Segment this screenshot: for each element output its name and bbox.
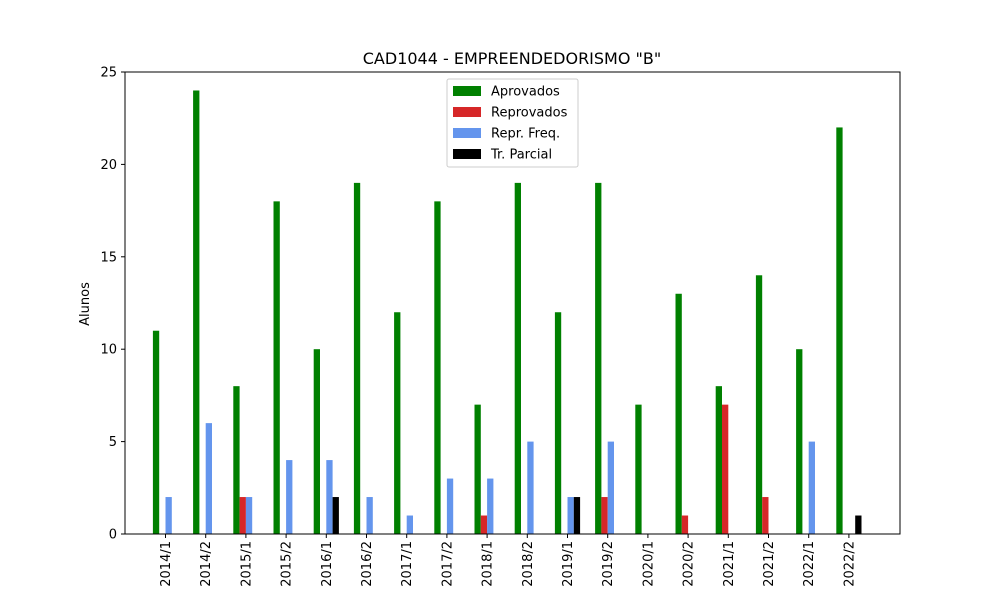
bar-reprovados-2018-1 [480, 515, 488, 534]
x-tick-label: 2020/2 [682, 541, 697, 587]
legend-swatch [453, 149, 481, 159]
legend-label: Reprovados [491, 106, 568, 121]
chart-title: CAD1044 - EMPREENDEDORISMO "B" [363, 49, 661, 68]
y-tick-label: 20 [100, 158, 117, 173]
bar-reprovados-2019-2 [601, 497, 608, 534]
legend-swatch [453, 86, 481, 96]
bar-aprovados-2021-2 [755, 275, 763, 534]
bar-aprovados-2015-2 [273, 201, 280, 535]
x-tick-label: 2022/2 [842, 541, 857, 587]
bar-aprovados-2021-1 [715, 386, 722, 534]
bar-reprovados-2021-2 [762, 497, 769, 534]
x-tick-label: 2017/2 [440, 541, 455, 587]
x-tick-label: 2015/1 [239, 541, 254, 587]
bar-repr-freq--2015-2 [286, 460, 293, 534]
x-tick-label: 2019/1 [561, 541, 576, 587]
bar-repr-freq--2018-1 [487, 478, 494, 534]
bar-aprovados-2014-1 [152, 330, 160, 534]
plot-frame [124, 71, 901, 535]
y-axis: 0 5 10 15 20 25 [100, 66, 125, 543]
bar-tr-parcial-2019-1 [573, 497, 581, 534]
bar-aprovados-2017-2 [434, 201, 441, 535]
bars-group [152, 90, 862, 535]
bar-aprovados-2016-1 [313, 349, 320, 534]
y-tick-label: 0 [109, 528, 117, 543]
legend-box [446, 78, 579, 168]
y-tick-label: 10 [100, 343, 117, 358]
bar-repr-freq--2016-2 [366, 497, 373, 534]
bar-aprovados-2019-2 [595, 182, 602, 534]
bar-reprovados-2021-1 [722, 404, 729, 534]
legend: Aprovados Reprovados Repr. Freq. Tr. Parcia… [446, 78, 579, 168]
bar-repr-freq--2015-1 [245, 497, 253, 534]
y-tick-label: 15 [100, 250, 117, 265]
bar-aprovados-2018-1 [474, 404, 481, 534]
x-tick-label: 2022/1 [802, 541, 817, 587]
bar-repr-freq--2018-2 [527, 441, 534, 534]
bar-tr-parcial-2022-2 [855, 515, 862, 534]
x-tick-label: 2015/2 [280, 541, 295, 587]
bar-aprovados-2014-2 [193, 90, 200, 534]
y-tick-label: 5 [109, 435, 117, 450]
legend-label: Tr. Parcial [490, 148, 552, 163]
bar-repr-freq--2017-2 [446, 478, 454, 534]
bar-reprovados-2020-2 [681, 515, 689, 534]
bar-repr-freq--2014-2 [205, 423, 212, 534]
bar-aprovados-2020-1 [635, 404, 642, 534]
x-tick-label: 2018/2 [521, 541, 536, 587]
x-tick-label: 2021/2 [762, 541, 777, 587]
bar-repr-freq--2019-1 [567, 497, 574, 534]
bar-aprovados-2017-1 [394, 312, 401, 534]
bar-tr-parcial-2016-1 [332, 497, 339, 534]
bar-aprovados-2018-2 [514, 182, 521, 534]
bar-aprovados-2019-1 [554, 312, 562, 534]
legend-label: Aprovados [491, 85, 560, 100]
bar-repr-freq--2016-1 [326, 460, 333, 534]
bar-aprovados-2015-1 [233, 386, 240, 534]
y-axis-label: Alunos [78, 282, 93, 326]
x-tick-label: 2014/1 [159, 541, 174, 587]
x-axis: 2014/1 2014/2 2015/1 2015/2 2016/1 2016/2 2017… [159, 534, 857, 587]
x-tick-label: 2014/2 [199, 541, 214, 587]
x-tick-label: 2021/1 [722, 541, 737, 587]
bar-repr-freq--2019-2 [607, 441, 614, 534]
bar-aprovados-2022-2 [836, 127, 843, 534]
x-tick-label: 2020/1 [641, 541, 656, 587]
x-tick-label: 2017/1 [400, 541, 415, 587]
bar-repr-freq--2014-1 [165, 497, 172, 534]
bar-reprovados-2015-1 [239, 497, 246, 534]
bar-aprovados-2016-2 [353, 182, 361, 534]
x-tick-label: 2016/1 [320, 541, 335, 587]
bar-aprovados-2020-2 [675, 293, 682, 534]
bar-repr-freq--2022-1 [808, 441, 815, 534]
x-tick-label: 2018/1 [481, 541, 496, 587]
legend-swatch [453, 107, 481, 117]
x-tick-label: 2019/2 [601, 541, 616, 587]
legend-swatch [453, 128, 481, 138]
y-tick-label: 25 [100, 66, 117, 81]
x-tick-label: 2016/2 [360, 541, 375, 587]
bar-repr-freq--2017-1 [406, 515, 413, 534]
legend-label: Repr. Freq. [491, 127, 560, 142]
bar-aprovados-2022-1 [796, 349, 803, 534]
